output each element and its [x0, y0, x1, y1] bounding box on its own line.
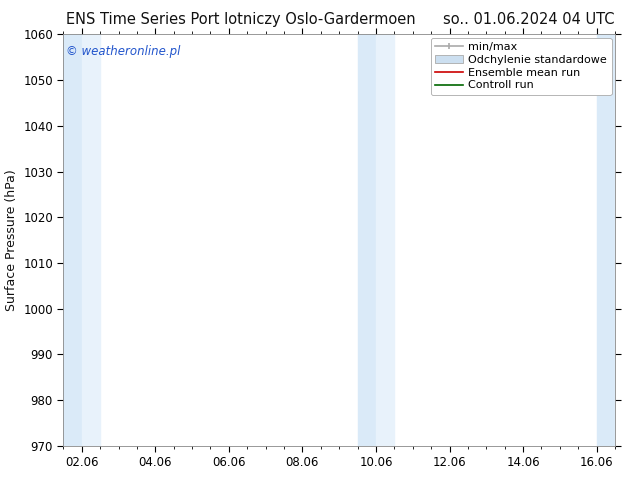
Bar	[82, 34, 100, 446]
Bar	[376, 34, 394, 446]
Bar	[358, 34, 376, 446]
Bar	[63, 34, 82, 446]
Text: © weatheronline.pl: © weatheronline.pl	[66, 45, 181, 58]
Text: ENS Time Series Port lotniczy Oslo-Gardermoen: ENS Time Series Port lotniczy Oslo-Garde…	[66, 12, 416, 27]
Y-axis label: Surface Pressure (hPa): Surface Pressure (hPa)	[4, 169, 18, 311]
Legend: min/max, Odchylenie standardowe, Ensemble mean run, Controll run: min/max, Odchylenie standardowe, Ensembl…	[430, 38, 612, 95]
Bar	[615, 34, 633, 446]
Bar	[597, 34, 615, 446]
Text: so.. 01.06.2024 04 UTC: so.. 01.06.2024 04 UTC	[443, 12, 615, 27]
